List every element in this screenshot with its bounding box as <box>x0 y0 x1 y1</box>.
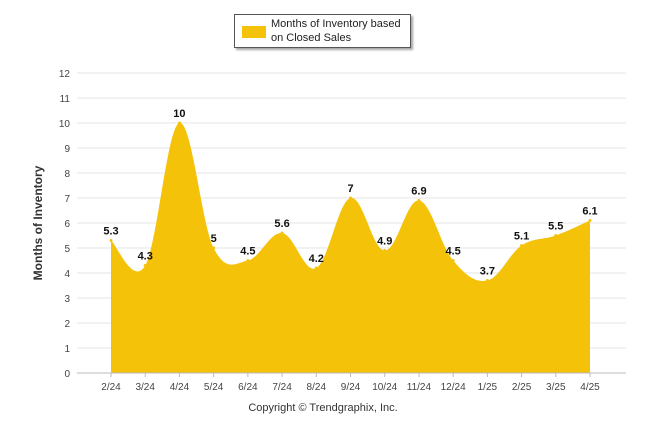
x-tick-label: 3/25 <box>546 382 566 393</box>
data-label: 5.5 <box>548 221 563 233</box>
y-tick-label: 3 <box>64 294 70 305</box>
y-tick-label: 1 <box>64 344 70 355</box>
y-tick-label: 9 <box>64 144 70 155</box>
y-tick-label: 12 <box>59 69 71 80</box>
data-label: 10 <box>173 108 185 120</box>
x-tick-label: 4/24 <box>170 382 190 393</box>
copyright-footer: Copyright © Trendgraphix, Inc. <box>248 402 398 414</box>
data-label: 6.9 <box>411 186 426 198</box>
y-tick-label: 11 <box>60 94 71 105</box>
legend-label: Months of Inventory based on Closed Sale… <box>271 17 409 45</box>
data-point <box>520 244 524 247</box>
data-point <box>212 246 216 250</box>
x-tick-label: 5/24 <box>204 382 224 393</box>
data-label: 4.5 <box>445 246 460 258</box>
x-tick-label: 10/24 <box>372 382 397 393</box>
data-point <box>143 264 147 267</box>
y-tick-label: 2 <box>64 319 70 330</box>
data-label: 4.2 <box>309 253 324 265</box>
y-tick-label: 5 <box>64 244 70 255</box>
x-tick-label: 8/24 <box>307 382 327 393</box>
data-point <box>246 259 250 262</box>
data-point <box>177 121 181 125</box>
series-area <box>111 122 590 374</box>
data-point <box>349 196 352 200</box>
y-tick-label: 4 <box>64 269 70 280</box>
x-tick-label: 2/25 <box>512 382 532 393</box>
data-label: 5.1 <box>514 231 529 243</box>
x-tick-label: 6/24 <box>238 382 258 393</box>
x-tick-label: 3/24 <box>135 382 155 393</box>
data-label: 5.3 <box>103 226 118 238</box>
x-tick-label: 2/24 <box>101 382 121 393</box>
data-point <box>383 249 387 252</box>
data-point <box>417 199 421 202</box>
x-tick-label: 12/24 <box>441 382 466 393</box>
legend-swatch <box>242 26 266 38</box>
data-label: 4.3 <box>138 251 153 263</box>
y-tick-label: 0 <box>64 369 70 380</box>
data-point <box>588 219 592 222</box>
y-tick-label: 7 <box>64 194 70 205</box>
data-label: 6.1 <box>582 206 597 218</box>
data-label: 5.6 <box>274 218 289 230</box>
x-tick-label: 1/25 <box>478 382 498 393</box>
x-tick-label: 7/24 <box>272 382 292 393</box>
data-label: 7 <box>347 183 353 195</box>
data-point <box>280 231 284 235</box>
data-point <box>451 259 455 262</box>
data-label: 5 <box>211 233 217 245</box>
x-tick-label: 11/24 <box>407 382 432 393</box>
legend: Months of Inventory based on Closed Sale… <box>234 14 411 48</box>
data-point <box>485 279 489 282</box>
data-point <box>109 239 113 242</box>
data-label: 3.7 <box>480 266 495 278</box>
y-tick-label: 8 <box>64 169 70 180</box>
x-tick-label: 4/25 <box>580 382 600 393</box>
data-label: 4.5 <box>240 246 255 258</box>
legend-label-line2: on Closed Sales <box>271 32 352 44</box>
y-tick-label: 10 <box>59 119 71 130</box>
legend-label-line1: Months of Inventory based <box>271 18 401 30</box>
data-point <box>314 266 318 270</box>
x-tick-label: 9/24 <box>341 382 361 393</box>
y-tick-label: 6 <box>64 219 70 230</box>
data-label: 4.9 <box>377 236 392 248</box>
data-point <box>554 234 558 237</box>
y-axis-label: Months of Inventory <box>31 165 45 280</box>
